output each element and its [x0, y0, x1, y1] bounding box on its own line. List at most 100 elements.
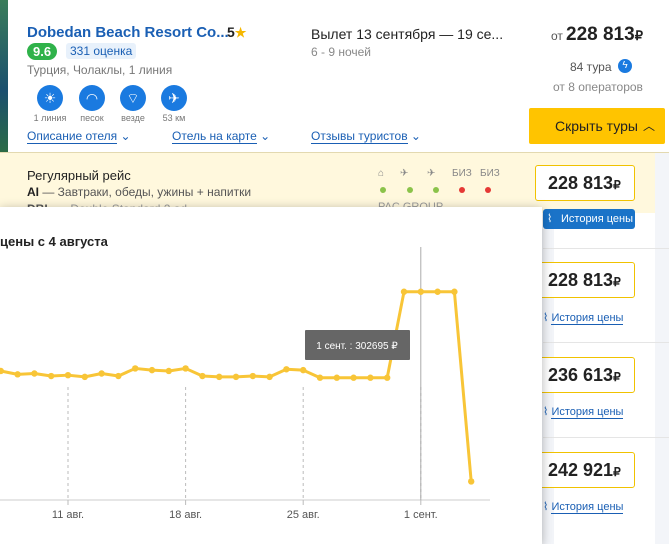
data-point — [64, 371, 72, 379]
series-line — [0, 290, 473, 482]
data-point — [48, 372, 55, 380]
price-history-link[interactable]: ⌇ История цены — [543, 405, 624, 419]
meal-code: AI — [27, 185, 39, 199]
offer-price-button[interactable]: 242 921₽ — [535, 452, 635, 488]
status-dot — [459, 187, 465, 193]
data-point — [182, 365, 189, 372]
x-tick-label: 1 сент. — [404, 509, 438, 521]
offer-price-button[interactable]: 236 613₽ — [535, 357, 635, 393]
chevron-down-icon: ⌄ — [120, 129, 131, 143]
meal-description: — Завтраки, обеды, ужины + напитки — [39, 185, 252, 199]
data-point — [350, 374, 357, 381]
rating-badge: 9.6 — [27, 43, 58, 60]
chart-icon: ⌇ — [543, 312, 549, 324]
amenity-label: везде — [121, 113, 145, 123]
nights-range: 6 - 9 ночей — [311, 45, 372, 59]
chevron-down-icon: ⌄ — [260, 129, 271, 143]
data-point — [468, 478, 475, 485]
currency-symbol: ₽ — [613, 370, 621, 384]
sand-icon: ◠ — [79, 85, 105, 111]
link-label: История цены — [551, 501, 624, 514]
link-label: Отель на карте — [172, 129, 257, 144]
status-dot — [380, 187, 386, 193]
price-value: 236 613 — [548, 365, 614, 385]
tooltip-box — [305, 330, 410, 360]
price-history-link[interactable]: ⌇ История цены — [543, 500, 624, 514]
data-point — [283, 366, 290, 373]
offer-price-button[interactable]: 228 813₽ — [535, 165, 635, 201]
hotel-name-link[interactable]: Dobedan Beach Resort Co... — [27, 24, 229, 41]
beach-line-icon: ☀ — [37, 85, 63, 111]
data-point — [199, 372, 206, 380]
data-point — [266, 373, 273, 381]
flight-dates: Вылет 13 сентября — 19 се... — [311, 26, 504, 42]
price-history-link[interactable]: ⌇ История цены — [543, 311, 624, 325]
currency-symbol: ₽ — [613, 275, 621, 289]
data-point — [417, 288, 424, 295]
business-class-return-icon: БИЗ — [480, 168, 500, 179]
operators-count: от 8 операторов — [553, 80, 643, 94]
tooltip-label: 1 сент. : 302695 ₽ — [316, 341, 398, 352]
star-icon: ★ — [234, 25, 247, 40]
min-price: 228 813₽ — [566, 24, 643, 46]
hotel-description-link[interactable]: Описание отеля ⌄ — [27, 129, 131, 144]
reviews-link[interactable]: 331 оценка — [66, 43, 137, 59]
hotel-map-link[interactable]: Отель на карте ⌄ — [172, 129, 271, 144]
business-class-icon: БИЗ — [452, 168, 472, 179]
status-dot — [407, 187, 413, 193]
button-label: История цены — [561, 213, 633, 225]
price-value: 228 813 — [566, 24, 635, 45]
price-history-popup: цены с 4 августа 11 авг. 18 авг. 25 авг. 1 … — [0, 207, 542, 544]
currency-symbol: ₽ — [613, 178, 621, 192]
status-dot — [433, 187, 439, 193]
data-point — [115, 372, 122, 380]
data-point — [316, 374, 324, 381]
list-background — [655, 153, 669, 544]
data-point — [165, 367, 172, 375]
hotel-photo[interactable] — [0, 0, 8, 152]
data-point — [14, 371, 21, 378]
tourist-reviews-link[interactable]: Отзывы туристов ⌄ — [311, 129, 421, 144]
amenity-label: 1 линия — [33, 113, 67, 123]
data-point — [434, 288, 441, 295]
price-from-label: от — [551, 29, 563, 43]
tours-count: 84 тура — [570, 60, 612, 74]
price-value: 228 813 — [548, 270, 614, 290]
link-label: История цены — [551, 312, 624, 325]
price-value: 228 813 — [548, 173, 614, 193]
hotel-location: Турция, Чолаклы, 1 линия — [27, 63, 173, 77]
data-point — [384, 374, 391, 381]
amenity-label: 53 км — [162, 113, 186, 123]
price-history-button-active[interactable]: ⌇ История цены — [543, 209, 635, 229]
button-label: Скрыть туры — [555, 118, 638, 134]
currency-symbol: ₽ — [634, 28, 643, 43]
data-point — [0, 367, 4, 375]
lightning-icon: ϟ — [618, 59, 632, 73]
data-point — [300, 366, 307, 374]
chevron-up-icon: ︿ — [642, 119, 655, 133]
data-point — [333, 374, 340, 381]
hide-tours-button[interactable]: Скрыть туры ︿ — [529, 108, 665, 144]
stars-value: 5 — [227, 24, 235, 40]
airport-distance-icon: ✈ — [161, 85, 187, 111]
chart-icon: ⌇ — [543, 501, 549, 513]
x-tick-label: 11 авг. — [52, 509, 84, 521]
chart-icon: ⌇ — [547, 213, 553, 225]
price-history-chart[interactable]: 11 авг. 18 авг. 25 авг. 1 сент. 1 сент. : 30… — [0, 207, 542, 544]
hotel-icon: ⌂ — [378, 168, 385, 179]
divider — [543, 342, 669, 343]
divider — [543, 248, 669, 249]
link-label: Описание отеля — [27, 129, 118, 144]
data-point — [216, 373, 223, 381]
x-tick-label: 25 авг. — [287, 509, 320, 521]
popup-title: цены с 4 августа — [0, 234, 108, 249]
meal-info: AI — Завтраки, обеды, ужины + напитки — [27, 185, 251, 199]
data-point — [400, 288, 408, 295]
offer-price-button[interactable]: 228 813₽ — [535, 262, 635, 298]
status-dot — [485, 187, 491, 193]
data-point — [81, 373, 89, 381]
wifi-icon: ⌔ — [120, 85, 146, 111]
offer-row[interactable] — [0, 153, 529, 213]
data-point — [232, 373, 240, 381]
data-point — [98, 370, 105, 377]
